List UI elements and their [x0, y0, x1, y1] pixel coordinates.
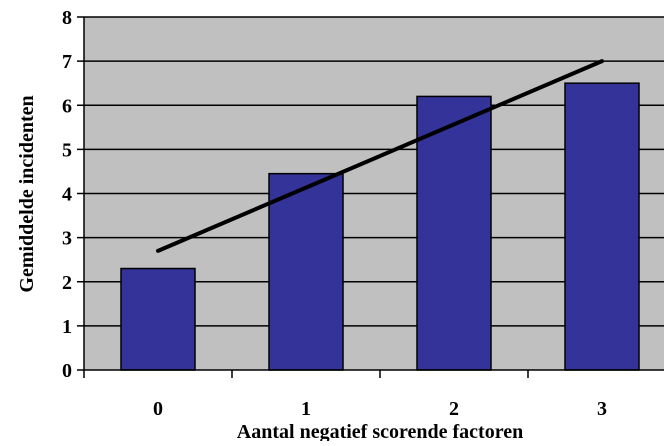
y-tick-label: 1: [62, 316, 72, 338]
y-tick-label: 6: [62, 95, 72, 117]
x-tick-label: 0: [153, 398, 163, 420]
bar: [564, 82, 640, 371]
bars: [120, 82, 640, 371]
y-tick-label: 0: [62, 360, 72, 382]
trendline: [156, 59, 604, 253]
y-tick-labels: 0 1 2 3 4 5 6 7 8: [62, 7, 72, 382]
x-axis-title: Aantal negatief scorende factoren: [237, 421, 523, 441]
y-tick-label: 7: [62, 51, 72, 73]
y-tick-label: 4: [62, 184, 72, 206]
y-tick-label: 2: [62, 272, 72, 294]
y-tick-label: 5: [62, 139, 72, 161]
axes: [77, 16, 664, 378]
y-tick-label: 8: [62, 7, 72, 29]
y-axis-title: Gemiddelde incidenten: [16, 95, 38, 292]
x-tick-label: 1: [301, 398, 311, 420]
x-tick-labels: 0 1 2 3: [153, 398, 607, 420]
trendline-layer: [156, 59, 604, 253]
bar: [120, 267, 196, 371]
x-tick-label: 2: [449, 398, 459, 420]
bar: [268, 172, 344, 371]
y-tick-label: 3: [62, 228, 72, 250]
bar: [416, 95, 492, 371]
x-tick-label: 3: [597, 398, 607, 420]
